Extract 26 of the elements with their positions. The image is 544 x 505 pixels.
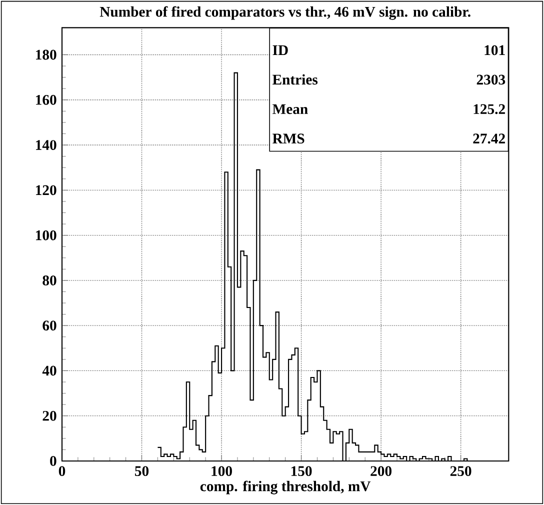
annotation: Mean: [272, 104, 308, 114]
annotation: ID: [272, 45, 288, 56]
x-tick-label: 250: [450, 466, 472, 476]
x-axis-title: comp. firing threshold, mV: [200, 480, 371, 494]
annotation: 27.42: [473, 134, 505, 144]
annotation: 2303: [476, 74, 506, 85]
y-tick-label: 120: [36, 185, 56, 196]
y-tick-label: 140: [36, 140, 56, 150]
y-tick-label: 100: [36, 230, 56, 240]
annotation: RMS: [272, 134, 304, 144]
x-tick-label: 50: [135, 466, 149, 476]
annotation: 101: [484, 45, 505, 56]
y-tick-label: 160: [36, 94, 56, 105]
y-tick-label: 180: [36, 50, 56, 60]
y-tick-label: 40: [42, 366, 56, 376]
chart-title: Number of fired comparators vs thr., 46 mV sign. no calibr.: [100, 6, 470, 20]
x-tick-label: 200: [370, 466, 392, 476]
x-tick-label: 100: [212, 466, 232, 476]
y-tick-label: 80: [42, 275, 56, 286]
x-tick-label: 150: [291, 466, 312, 476]
y-tick-label: 0: [50, 456, 56, 466]
y-tick-label: 60: [42, 320, 56, 331]
annotation: 125.2: [474, 104, 505, 114]
y-tick-label: 20: [42, 410, 56, 421]
annotation: Entries: [272, 74, 318, 85]
x-tick-label: 0: [58, 466, 66, 476]
